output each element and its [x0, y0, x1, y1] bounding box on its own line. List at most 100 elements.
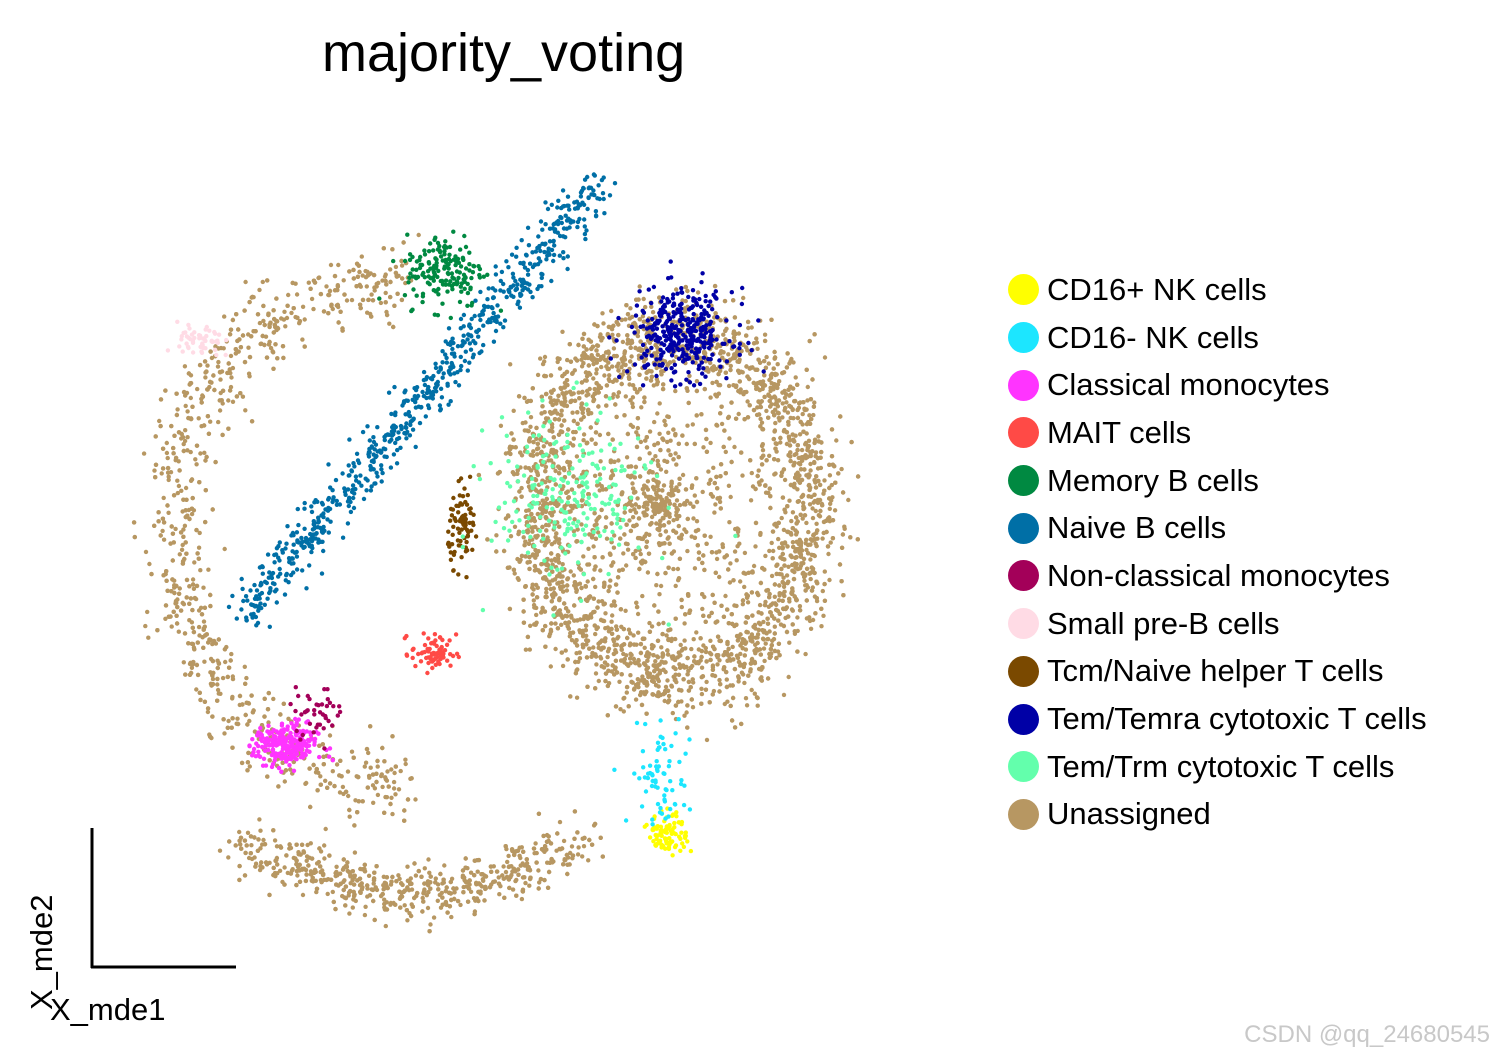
scatter-point [253, 864, 258, 869]
scatter-point [242, 838, 248, 843]
scatter-point [610, 364, 615, 369]
scatter-point [530, 525, 536, 530]
scatter-point [483, 884, 488, 890]
scatter-point [769, 317, 774, 322]
scatter-point [732, 338, 737, 343]
scatter-point [281, 317, 287, 322]
scatter-point [482, 898, 487, 903]
scatter-point [190, 607, 195, 613]
scatter-point [527, 883, 532, 888]
scatter-point [663, 422, 668, 428]
scatter-point [521, 620, 527, 625]
scatter-point [610, 613, 615, 618]
scatter-point [560, 562, 565, 567]
scatter-point [143, 549, 149, 555]
scatter-point [630, 395, 636, 400]
scatter-point [628, 345, 633, 350]
scatter-point [647, 429, 653, 434]
scatter-point [442, 863, 447, 868]
scatter-point [476, 857, 482, 863]
scatter-point [790, 526, 795, 531]
scatter-point [671, 359, 676, 364]
scatter-point [594, 348, 599, 353]
scatter-point [574, 695, 580, 700]
scatter-point [718, 462, 724, 467]
scatter-point [196, 624, 202, 630]
scatter-point [375, 764, 380, 769]
scatter-point [636, 504, 642, 510]
scatter-point [345, 769, 351, 774]
scatter-point [801, 400, 806, 405]
scatter-point [631, 633, 636, 638]
scatter-point [600, 618, 606, 623]
scatter-point [210, 676, 216, 682]
scatter-point [804, 367, 809, 372]
scatter-point [197, 480, 202, 485]
scatter-point [163, 616, 168, 621]
scatter-point [630, 481, 635, 486]
scatter-point [239, 760, 245, 766]
scatter-point [788, 458, 793, 464]
scatter-point [261, 303, 266, 309]
scatter-point [649, 374, 655, 379]
scatter-point [360, 273, 365, 278]
scatter-point [530, 386, 535, 391]
scatter-point [810, 515, 816, 521]
scatter-point [580, 854, 585, 859]
scatter-point [662, 698, 667, 704]
scatter-point [593, 686, 598, 691]
scatter-point [176, 483, 182, 489]
scatter-point [704, 737, 710, 743]
scatter-point [785, 351, 790, 356]
scatter-point [163, 388, 168, 393]
scatter-point [632, 386, 638, 392]
scatter-point [614, 624, 619, 629]
scatter-point [230, 674, 235, 679]
scatter-point [812, 332, 817, 337]
scatter-point [706, 469, 711, 474]
scatter-point [827, 577, 832, 583]
scatter-point [591, 376, 596, 381]
scatter-point [624, 662, 630, 667]
scatter-point [687, 373, 692, 379]
scatter-point [704, 436, 709, 442]
scatter-point [781, 584, 787, 589]
scatter-point [287, 842, 292, 847]
scatter-point [564, 588, 570, 593]
scatter-point [367, 272, 372, 277]
scatter-point [762, 373, 767, 378]
scatter-point [665, 648, 670, 653]
scatter-point [210, 641, 215, 647]
scatter-point [593, 564, 598, 569]
scatter-point [642, 645, 647, 650]
scatter-point [383, 300, 388, 305]
scatter-point [367, 775, 372, 780]
scatter-point [226, 718, 231, 724]
scatter-point [350, 905, 355, 910]
scatter-point [244, 843, 249, 848]
scatter-point [649, 514, 655, 520]
scatter-point [554, 401, 559, 406]
scatter-point [388, 279, 393, 285]
scatter-point [382, 274, 388, 279]
scatter-point [175, 478, 180, 483]
scatter-point [576, 845, 581, 850]
scatter-point [286, 292, 291, 298]
scatter-point [215, 676, 220, 682]
scatter-point [795, 649, 800, 654]
scatter-point [247, 374, 252, 379]
scatter-point [230, 694, 235, 700]
scatter-point [516, 394, 522, 399]
scatter-point [372, 870, 377, 875]
scatter-point [742, 390, 747, 395]
scatter-point [798, 512, 803, 517]
scatter-point [820, 588, 825, 594]
scatter-point [613, 377, 618, 382]
scatter-point [528, 415, 534, 420]
scatter-point [402, 903, 407, 908]
scatter-point [717, 677, 722, 683]
scatter-point [304, 780, 309, 786]
scatter-point [808, 397, 814, 402]
scatter-point [653, 659, 658, 664]
